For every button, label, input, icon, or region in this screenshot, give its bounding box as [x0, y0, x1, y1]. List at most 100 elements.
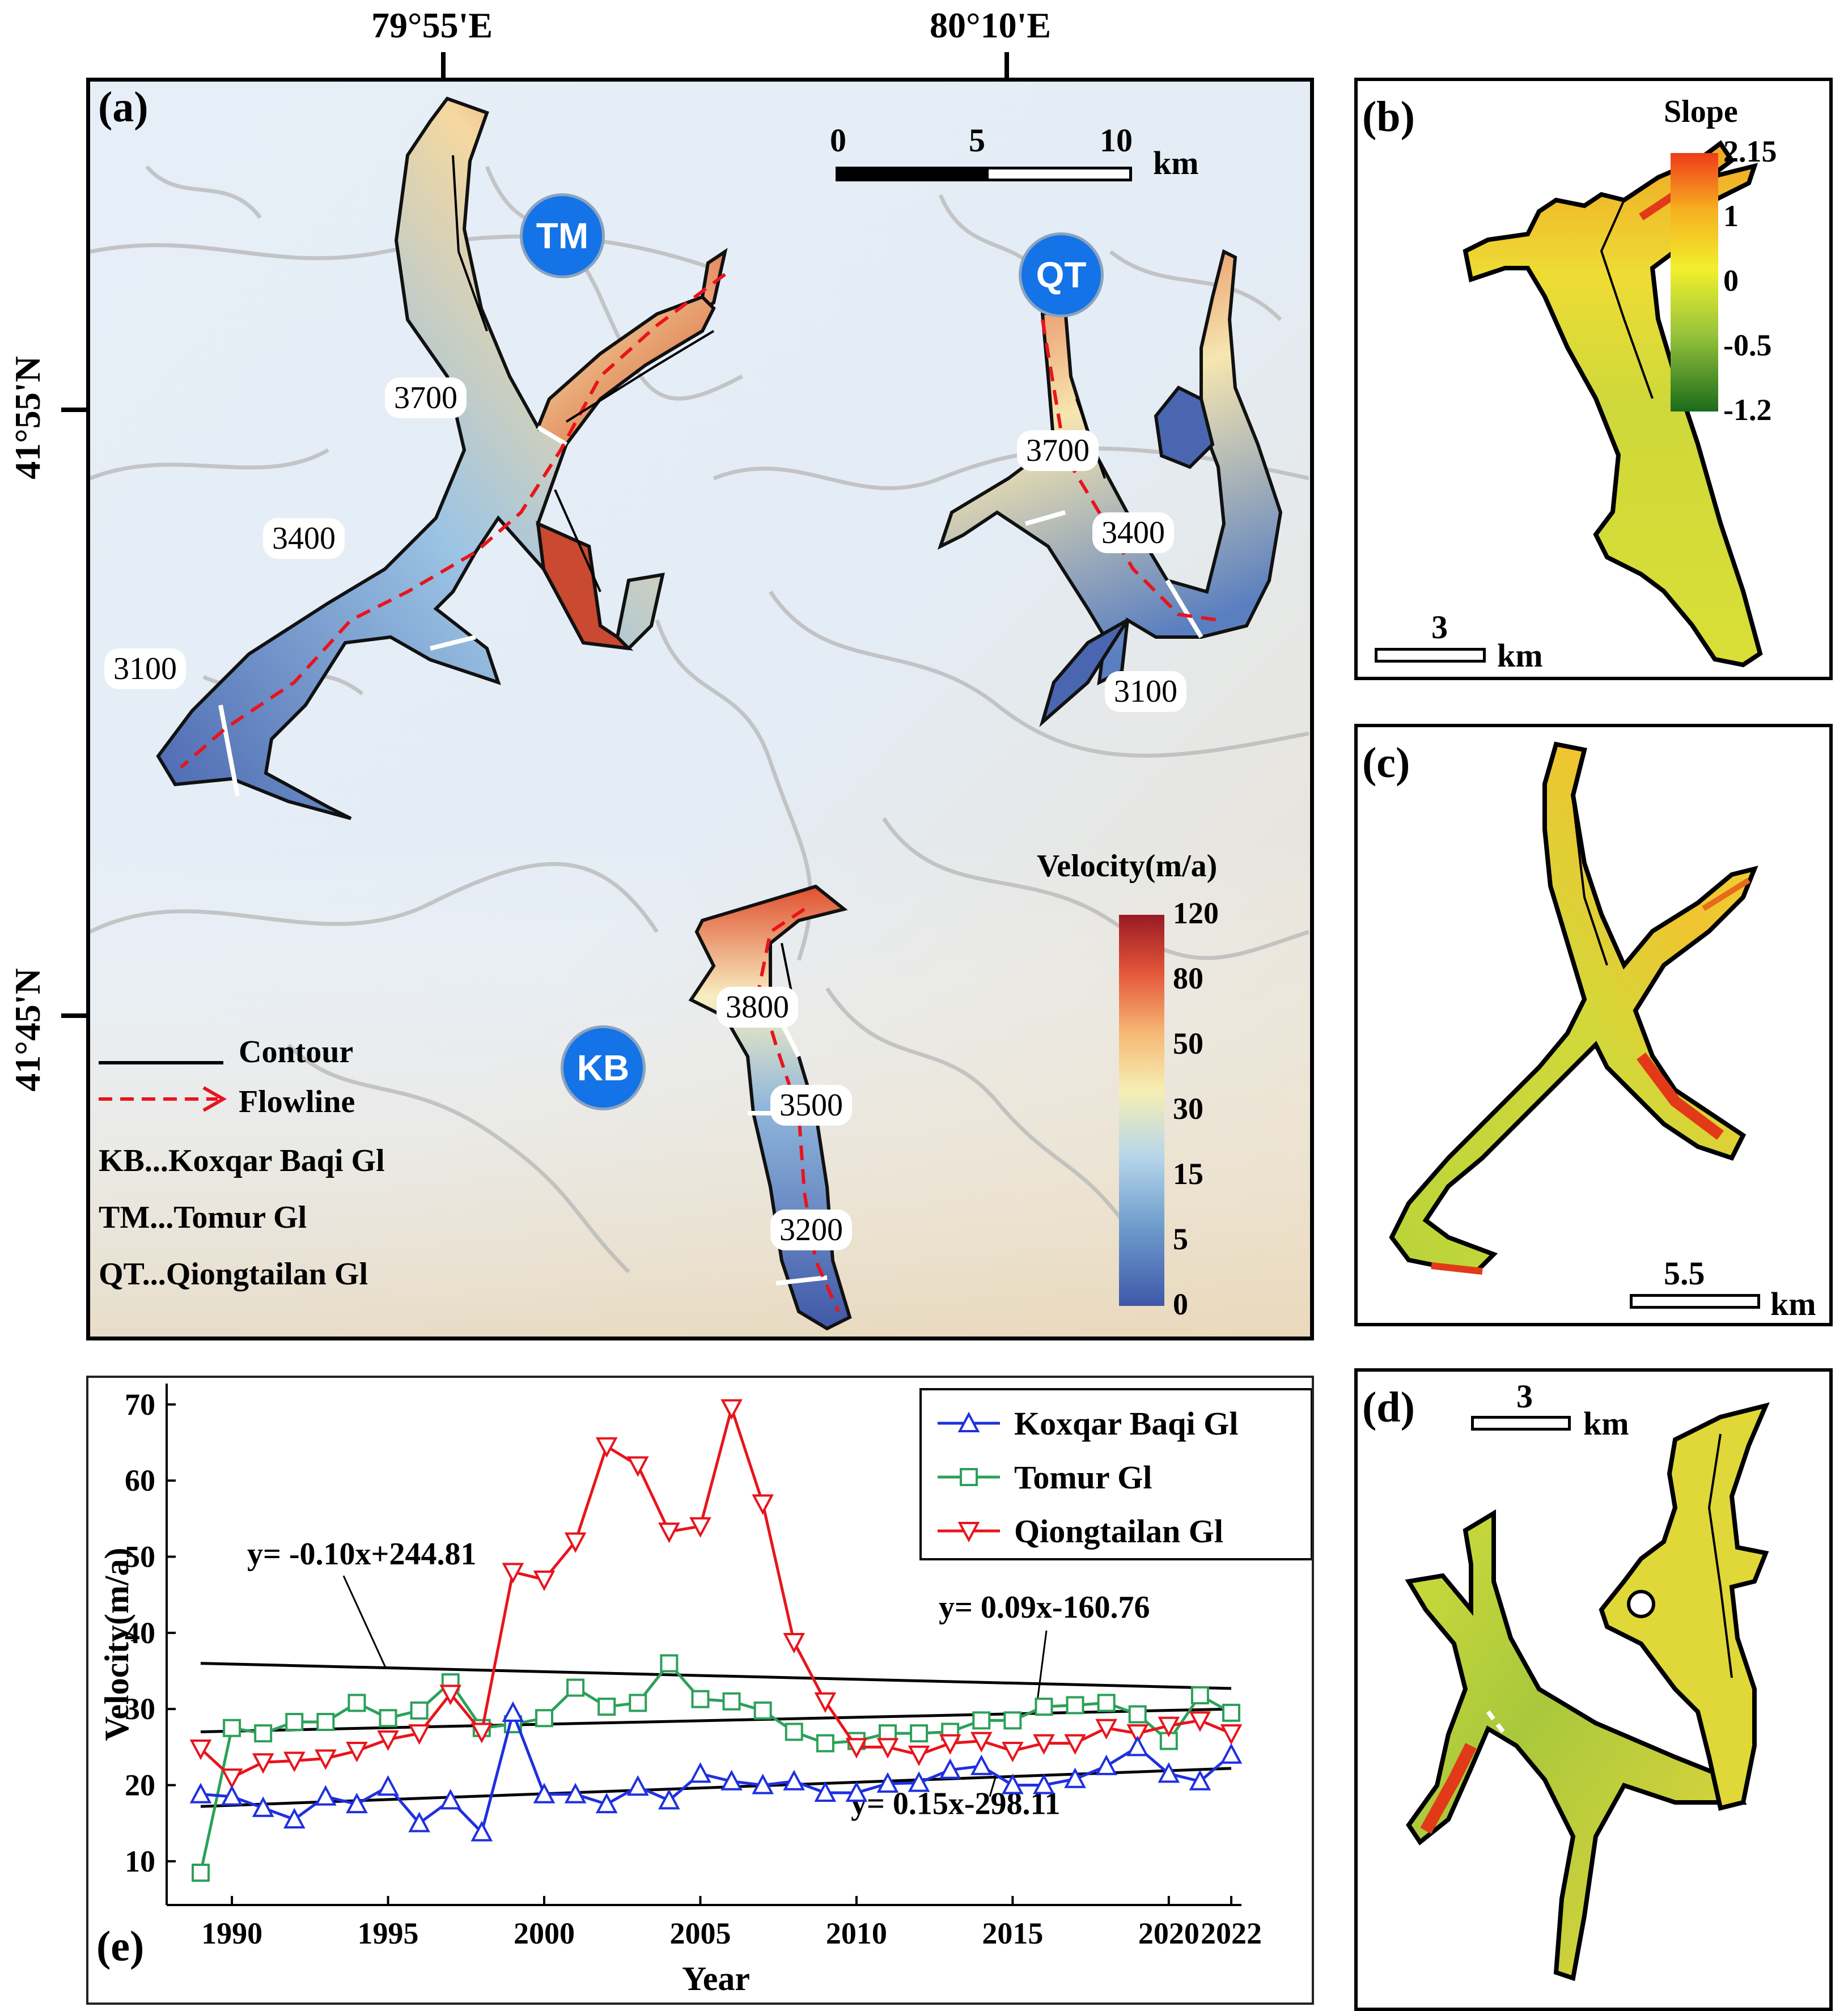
panel-a-label: (a) — [98, 83, 149, 131]
x-axis-title: Year — [682, 1960, 750, 1997]
qiongtailan-glpoint — [408, 1724, 430, 1745]
koxqar-baqi-glpoint — [1158, 1762, 1180, 1783]
koxqar-baqi-glpoint — [221, 1785, 243, 1806]
tomur-glseries-line — [199, 1661, 1232, 1873]
velocity-colorbar-ticks: 120 80 50 30 15 5 0 — [1173, 896, 1286, 1331]
trend-label: y= -0.10x+244.81 — [247, 1537, 476, 1572]
legend-swatch-marker — [960, 1468, 978, 1486]
trend-label-leader — [989, 1777, 997, 1797]
tomur-glpoint — [722, 1692, 741, 1711]
qiongtailan-glpoint — [1033, 1734, 1055, 1755]
y-tick-label: 10 — [125, 1844, 155, 1878]
slope-colorbar-title: Slope — [1664, 94, 1738, 129]
panel-c-scalebar: 5.5 km — [1630, 1254, 1829, 1322]
qiongtailan-glpoint — [1158, 1716, 1180, 1737]
koxqar-baqi-glpoint — [252, 1796, 274, 1817]
koxqar-baqi-glpoint — [564, 1783, 587, 1804]
qiongtailan-glpoint — [814, 1692, 837, 1713]
x-tick-label: 2022 — [1201, 1916, 1262, 1950]
qiongtailan-glpoint — [876, 1738, 899, 1759]
qiongtailan-glpoint — [439, 1685, 462, 1705]
tomur-glpoint — [192, 1863, 210, 1882]
qiongtailan-glpoint — [939, 1734, 961, 1755]
x-tick-label: 2000 — [514, 1916, 575, 1950]
scalebar-bar-black — [836, 167, 986, 181]
qiongtailan-glpoint — [970, 1732, 993, 1753]
koxqar-baqi-glpoint — [720, 1770, 743, 1791]
elevation-label: 3400 — [263, 518, 345, 559]
qiongtailan-glpoint — [595, 1437, 618, 1458]
elevation-label: 3800 — [717, 987, 798, 1028]
y-tick-label: 20 — [125, 1768, 155, 1802]
tomur-glpoint — [223, 1719, 241, 1737]
qt-badge: QT — [1019, 232, 1104, 317]
panel-d-scalebar-bar — [1471, 1416, 1571, 1431]
lon-tick-2 — [1004, 52, 1009, 79]
qiongtailan-glpoint — [1064, 1734, 1086, 1755]
legend-label: Koxqar Baqi Gl — [1014, 1405, 1238, 1442]
koxqar-baqi-glpoint — [502, 1701, 524, 1722]
lon-tick-1 — [441, 52, 446, 79]
qiongtailan-glpoint — [658, 1522, 680, 1543]
qiongtailan-glpoint — [845, 1738, 868, 1759]
qiongtailan-glpoint — [1220, 1724, 1243, 1745]
lat-label-1: 41°55'N — [7, 356, 48, 480]
velocity-colorbar-tick: 120 — [1173, 896, 1219, 930]
koxqar-baqi-glpoint — [876, 1772, 899, 1793]
koxqar-baqi-glseries-line — [200, 1708, 1232, 1835]
qiongtailan-glpoint — [1002, 1742, 1024, 1763]
tomur-glpoint — [816, 1734, 834, 1753]
lon-label-1: 79°55'E — [371, 5, 493, 45]
qiongtailan-glpoint — [377, 1730, 399, 1751]
velocity-colorbar-title: Velocity(m/a) — [1037, 848, 1218, 884]
qiongtailan-glpoint — [189, 1740, 212, 1760]
panel-b-scalebar-value: 3 — [1431, 609, 1448, 646]
tomur-glpoint — [1066, 1696, 1084, 1715]
qiongtailan-glpoint — [689, 1517, 711, 1538]
koxqar-baqi-glpoint — [939, 1758, 961, 1779]
y-tick-label: 30 — [125, 1692, 155, 1726]
legend-contour: Contour — [239, 1034, 354, 1070]
koxqar-baqi-glpoint — [1189, 1770, 1211, 1791]
tomur-glpoint — [629, 1694, 647, 1712]
tomur-glpoint — [1097, 1694, 1116, 1712]
kb-badge: KB — [561, 1025, 646, 1110]
tomur-glpoint — [660, 1654, 679, 1673]
koxqar-baqi-glpoint — [1126, 1736, 1149, 1757]
tomur-glpoint — [347, 1694, 366, 1712]
tomur-glpoint — [254, 1724, 273, 1743]
slope-colorbar — [1671, 153, 1718, 411]
koxqar-baqi-glpoint — [1033, 1774, 1055, 1794]
velocity-colorbar-tick: 5 — [1173, 1222, 1188, 1256]
legend-swatch-marker — [957, 1411, 980, 1432]
panel-a-map: (a) 0 5 10 km TM QT KB 3700 3400 3100 37… — [86, 78, 1314, 1340]
y-tick-label: 70 — [125, 1388, 155, 1422]
elevation-label: 3700 — [385, 377, 467, 418]
tomur-glpoint — [691, 1690, 710, 1708]
slope-colorbar-ticks: 2.15 1 0 -0.5 -1.2 — [1723, 134, 1829, 434]
flowline-legend-symbol — [99, 1086, 227, 1112]
qiongtailan-glpoint — [720, 1399, 743, 1420]
slope-colorbar-tick: 0 — [1723, 264, 1739, 298]
tomur-glpoint — [1003, 1711, 1022, 1730]
qiongtailan-glpoint — [1095, 1719, 1117, 1740]
koxqar-baqi-glpoint — [689, 1762, 711, 1783]
velocity-timeseries-chart: 10 20 30 40 50 60 70 1990 1995 2000 2005 2010 2015 20… — [98, 1384, 1312, 1997]
qiongtailan-glpoint — [221, 1768, 243, 1789]
koxqar-baqi-glpoint — [626, 1775, 649, 1796]
x-tick-label: 2010 — [826, 1916, 887, 1950]
qiongtailan-glpoint — [502, 1563, 524, 1584]
koxqar-baqi-glpoint — [783, 1770, 806, 1791]
qiongtailan-glpoint — [252, 1753, 274, 1774]
lat-label-2: 41°45'N — [7, 968, 48, 1092]
koxqar-baqi-glpoint — [1002, 1774, 1024, 1794]
legend-label: Qiongtailan Gl — [1014, 1513, 1223, 1550]
tomur-glpoint — [785, 1722, 803, 1741]
legend-label: Tomur Gl — [1014, 1459, 1152, 1496]
trend-label-leader — [1035, 1630, 1048, 1710]
lat-tick-2 — [61, 1013, 87, 1018]
qiongtailan-glpoint — [783, 1632, 806, 1654]
x-tick-label: 2005 — [669, 1916, 731, 1950]
velocity-colorbar-tick: 15 — [1173, 1157, 1203, 1191]
koxqar-baqi-glpoint — [346, 1792, 368, 1814]
